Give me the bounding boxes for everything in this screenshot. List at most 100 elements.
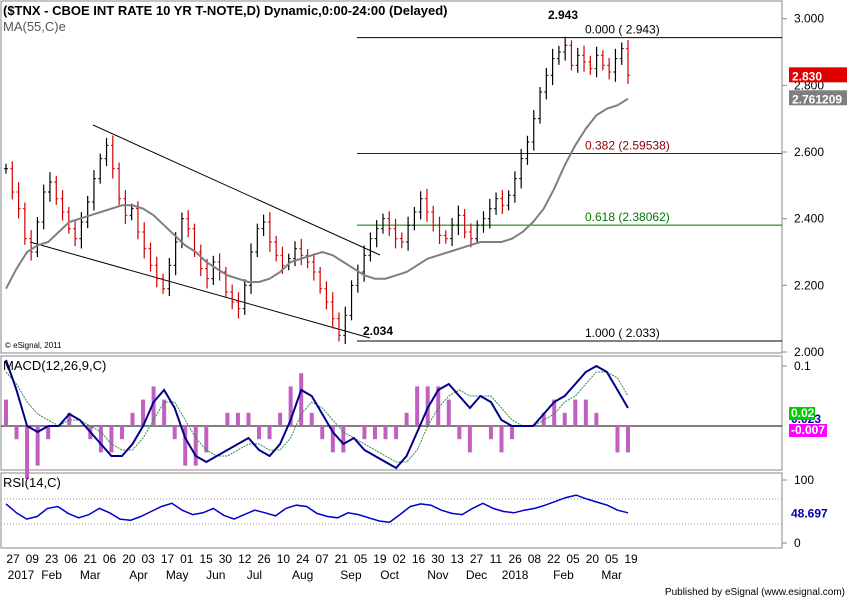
- macd-histogram-bar: [225, 412, 230, 426]
- macd-histogram-bar: [436, 386, 441, 426]
- macd-histogram-bar: [172, 426, 177, 440]
- rsi-panel: [0, 472, 783, 549]
- price-panel: [0, 0, 783, 354]
- x-month-label: Mar: [80, 568, 101, 582]
- ma-line: [5, 97, 629, 290]
- macd-histogram-bar: [488, 426, 493, 440]
- macd-histogram-bar: [25, 426, 30, 479]
- x-day-label: 26: [257, 552, 271, 566]
- x-month-label: May: [166, 568, 189, 582]
- x-month-label: Oct: [380, 568, 399, 582]
- macd-histogram-bar: [109, 426, 114, 453]
- x-day-label: 05: [566, 552, 580, 566]
- macd-histogram-bar: [246, 412, 251, 426]
- macd-chart: 0.10.0230.02-0.007: [1, 359, 827, 479]
- macd-histogram-bar: [267, 426, 272, 440]
- macd-value-label-box: [789, 407, 815, 420]
- channel-upper-line: [92, 124, 381, 256]
- published-by-label: Published by eSignal (www.esignal.com): [665, 587, 845, 598]
- x-day-label: 03: [142, 552, 156, 566]
- price-y-tick-label: 3.000: [794, 12, 824, 26]
- macd-line: [5, 359, 629, 470]
- rsi-line: [5, 494, 629, 523]
- macd-histogram-bar: [541, 412, 546, 426]
- ma-legend: MA(55,C)e: [3, 19, 66, 34]
- fib-level-label: 0.000 ( 2.943): [585, 23, 660, 37]
- x-day-label: 05: [354, 552, 368, 566]
- macd-histogram-bar: [288, 386, 293, 426]
- x-day-label: 16: [412, 552, 426, 566]
- macd-value-label: 0.02: [791, 406, 815, 420]
- price-y-tick-label: 2.600: [794, 145, 824, 159]
- x-month-label: Jun: [206, 568, 225, 582]
- channel-lower-line: [29, 241, 371, 339]
- macd-histogram-bar: [552, 399, 557, 426]
- x-day-label: 27: [6, 552, 20, 566]
- x-day-label: 08: [528, 552, 542, 566]
- x-month-label: Jul: [247, 568, 262, 582]
- macd-histogram-bar: [594, 412, 599, 426]
- price-y-tick-label: 2.000: [794, 345, 824, 359]
- x-month-label: 2018: [502, 568, 529, 582]
- rsi-y-tick-label: 100: [794, 473, 814, 487]
- x-day-label: 24: [296, 552, 310, 566]
- macd-histogram-bar: [457, 426, 462, 440]
- macd-histogram-bar: [404, 412, 409, 426]
- rsi-value-label: 48.697: [791, 506, 828, 520]
- x-day-label: 13: [451, 552, 465, 566]
- x-month-label: 2017: [8, 568, 35, 582]
- macd-histogram-bar: [583, 399, 588, 426]
- chart-title: ($TNX - CBOE INT RATE 10 YR T-NOTE,D) Dy…: [3, 3, 448, 18]
- macd-histogram-bar: [446, 399, 451, 426]
- macd-histogram-bar: [67, 412, 72, 426]
- macd-histogram-bar: [394, 426, 399, 440]
- macd-histogram-bar: [510, 426, 515, 440]
- x-month-label: Feb: [553, 568, 574, 582]
- x-day-label: 05: [605, 552, 619, 566]
- macd-legend: MACD(12,26,9,C): [3, 358, 106, 373]
- x-day-label: 01: [180, 552, 194, 566]
- macd-histogram-bar: [320, 426, 325, 440]
- x-day-label: 15: [199, 552, 213, 566]
- copyright-label: © eSignal, 2011: [5, 341, 62, 350]
- macd-histogram-bar: [235, 412, 240, 426]
- macd-histogram-bar: [204, 426, 209, 453]
- x-day-label: 12: [238, 552, 252, 566]
- macd-histogram-bar: [562, 412, 567, 426]
- price-label: 2.761209: [792, 92, 842, 106]
- macd-histogram-bar: [330, 426, 335, 453]
- macd-value-label: -0.007: [791, 423, 825, 437]
- x-month-label: Mar: [601, 568, 622, 582]
- x-day-label: 06: [64, 552, 78, 566]
- macd-histogram-bar: [499, 426, 504, 453]
- x-day-label: 20: [122, 552, 136, 566]
- x-day-label: 21: [84, 552, 98, 566]
- low-annotation: 2.034: [363, 324, 393, 338]
- x-month-label: Apr: [129, 568, 148, 582]
- x-month-label: Dec: [466, 568, 487, 582]
- price-y-tick-label: 2.400: [794, 212, 824, 226]
- x-day-label: 19: [373, 552, 387, 566]
- x-day-label: 26: [508, 552, 522, 566]
- x-day-label: 27: [470, 552, 484, 566]
- fib-level-label: 0.382 (2.59538): [585, 139, 670, 153]
- x-month-label: Aug: [292, 568, 313, 582]
- macd-histogram-bar: [383, 426, 388, 440]
- macd-panel: [0, 355, 783, 471]
- x-day-label: 19: [624, 552, 638, 566]
- macd-histogram-bar: [626, 426, 630, 453]
- x-day-label: 30: [219, 552, 233, 566]
- rsi-y-tick-label: 0: [794, 536, 801, 550]
- price-label-box: [789, 90, 847, 106]
- macd-histogram-bar: [278, 412, 283, 426]
- x-month-label: Nov: [427, 568, 448, 582]
- fib-level-label: 0.618 (2.38062): [585, 210, 670, 224]
- rsi-legend: RSI(14,C): [3, 475, 61, 490]
- macd-histogram-bar: [151, 386, 156, 426]
- price-y-tick-label: 2.200: [794, 278, 824, 292]
- macd-histogram-bar: [467, 426, 472, 453]
- macd-y-tick-label: 0.1: [794, 359, 811, 373]
- macd-value-label-box: [789, 424, 827, 437]
- macd-histogram-bar: [341, 426, 346, 453]
